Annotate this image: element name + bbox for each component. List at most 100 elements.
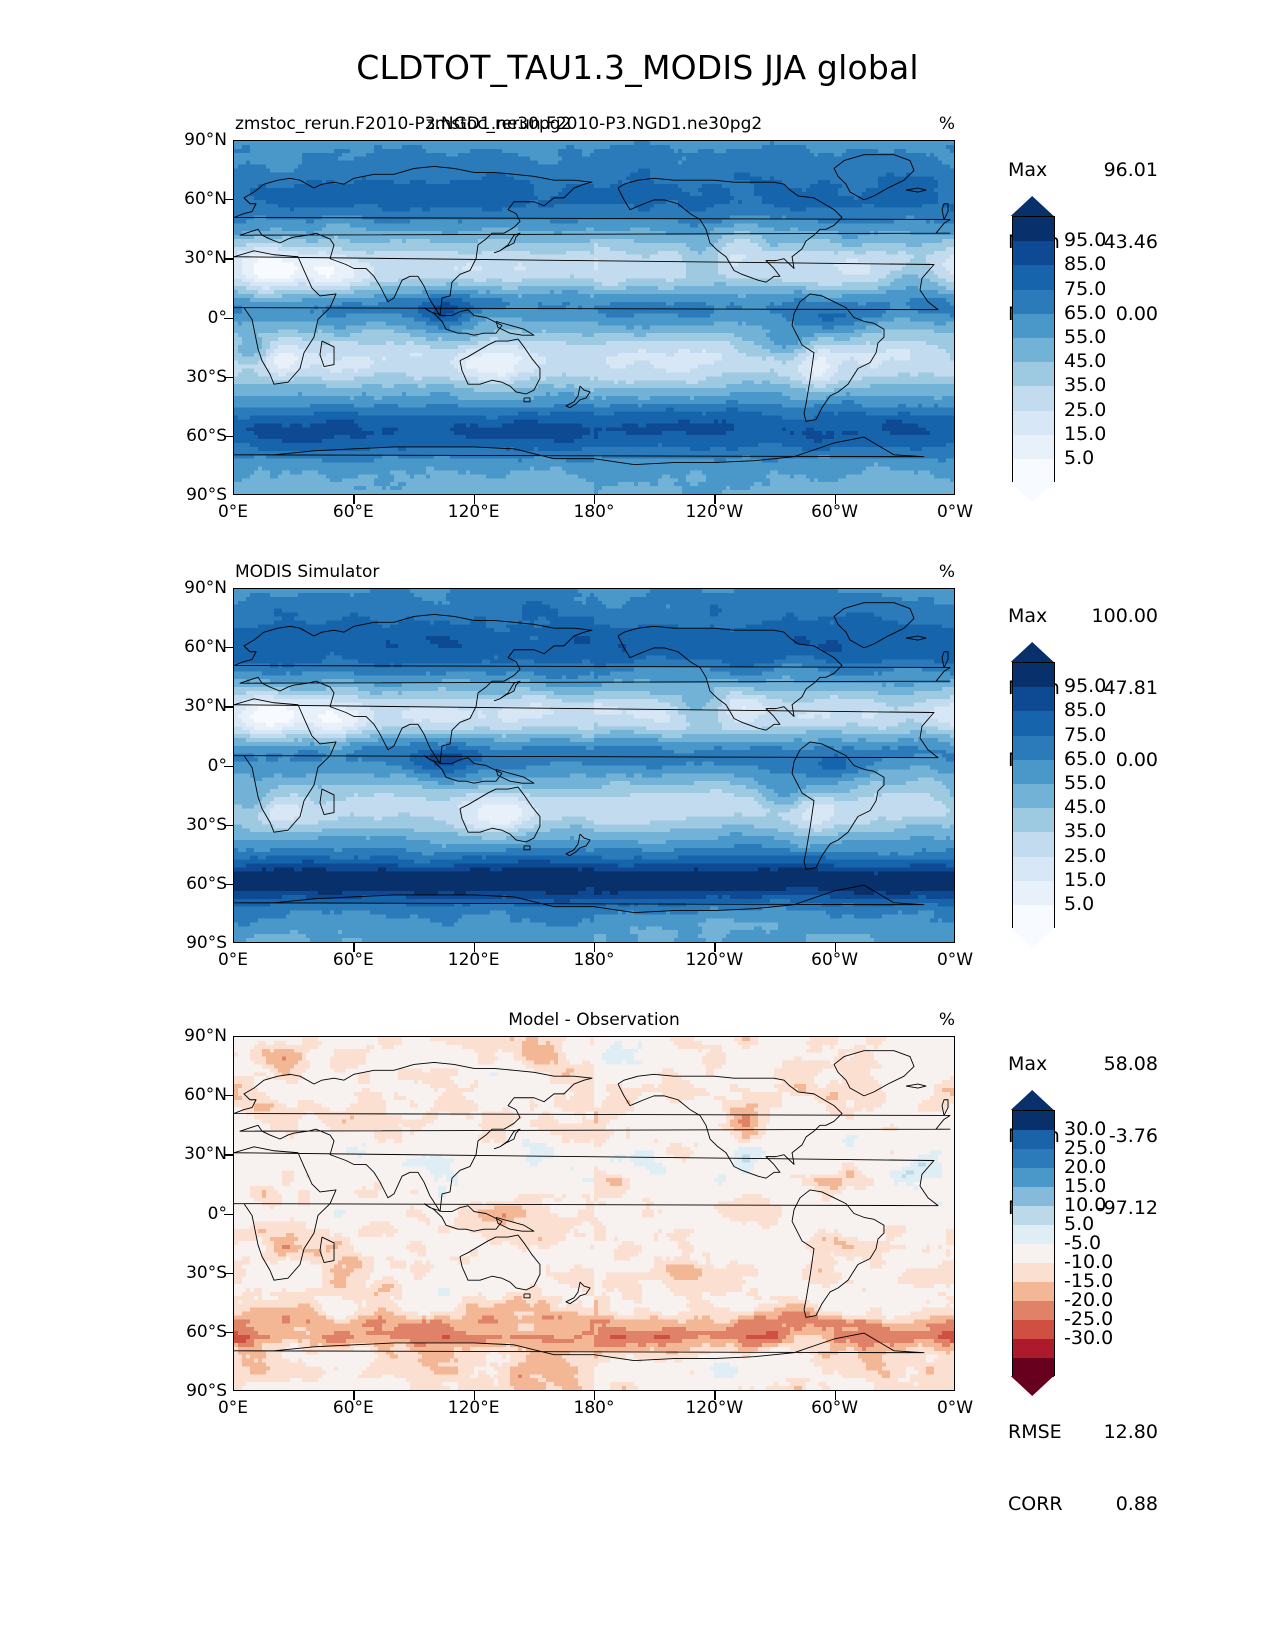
lon-tick <box>834 495 836 504</box>
map-frame-observation <box>233 588 955 943</box>
lon-label: 60°E <box>332 1398 374 1418</box>
colorbar-segment <box>1013 1339 1054 1358</box>
colorbar-tick-label: 45.0 <box>1064 796 1107 819</box>
stat-max-label-observation: Max <box>1008 605 1048 627</box>
lon-tick <box>473 1391 475 1400</box>
colorbar-segment <box>1013 289 1054 314</box>
colorbar-segment <box>1013 217 1054 242</box>
lat-tick <box>224 1272 233 1274</box>
colorbar-tick-label: 85.0 <box>1064 253 1107 276</box>
lon-label: 0°W <box>936 1398 974 1418</box>
colorbar-segment <box>1013 759 1054 784</box>
lon-label: 0°E <box>217 1398 249 1418</box>
map-canvas-difference <box>234 1037 954 1390</box>
colorbar-body <box>1012 216 1055 484</box>
colorbar-segment <box>1013 1320 1054 1339</box>
stat-min-value-difference: -97.12 <box>1096 1197 1158 1219</box>
colorbar-segment <box>1013 241 1054 266</box>
colorbar-tick-label: 95.0 <box>1064 675 1107 698</box>
colorbar-segment <box>1013 1149 1054 1168</box>
lon-label: 0°E <box>217 502 249 522</box>
colorbar-tick-label: 15.0 <box>1064 1175 1107 1197</box>
lat-label: 0° <box>207 1203 227 1224</box>
colorbar-tick-label: 35.0 <box>1064 374 1107 397</box>
colorbar-segment <box>1013 735 1054 760</box>
colorbar-segment <box>1013 1244 1054 1263</box>
lat-tick <box>224 1331 233 1334</box>
colorbar-tick-label: 10.0 <box>1064 1194 1107 1216</box>
lon-tick <box>353 1391 355 1400</box>
colorbar-segment <box>1013 687 1054 712</box>
lat-label: 60°S <box>186 425 227 446</box>
map-canvas-observation <box>234 589 954 942</box>
lon-label: 120°W <box>685 950 744 970</box>
colorbar-extend-bottom <box>1010 482 1054 503</box>
colorbar-tick-label: 65.0 <box>1064 747 1107 770</box>
lat-label: 90°N <box>184 1026 227 1046</box>
lat-tick <box>224 1213 233 1215</box>
colorbar-segment <box>1013 337 1054 363</box>
colorbar-segment <box>1013 832 1054 857</box>
lon-label: 120°E <box>447 950 500 970</box>
lat-tick <box>224 647 233 649</box>
lat-tick <box>224 1154 233 1156</box>
lon-tick <box>594 943 596 952</box>
lon-label: 120°W <box>685 502 744 522</box>
lat-tick <box>224 1095 233 1097</box>
colorbar-tick-label: 15.0 <box>1064 868 1107 891</box>
colorbar-segment <box>1013 386 1054 411</box>
lat-tick <box>224 199 233 201</box>
lon-label: 60°E <box>332 950 374 970</box>
lon-label: 0°W <box>936 950 974 970</box>
panel-unit-observation: % <box>938 562 955 582</box>
colorbar-difference: 30.0 25.0 20.0 15.0 10.0 5.0 -5.0 -10.0 -15.0 -20… <box>1009 1088 1113 1398</box>
lat-label: 30°N <box>184 696 227 717</box>
colorbar-tick-label: 95.0 <box>1064 229 1107 252</box>
colorbar-tick-label: 75.0 <box>1064 277 1107 300</box>
lon-label: 60°W <box>811 950 859 970</box>
colorbar-segment <box>1013 1358 1054 1377</box>
lon-tick <box>714 495 716 504</box>
lon-label: 0°W <box>936 502 974 522</box>
rmse-label: RMSE <box>1008 1421 1062 1443</box>
colorbar-tick-label: -30.0 <box>1064 1327 1114 1349</box>
lon-tick <box>473 943 475 952</box>
colorbar-segment <box>1013 1130 1054 1149</box>
stat-max-value-difference: 58.08 <box>1103 1053 1158 1075</box>
colorbar-segment <box>1013 1263 1054 1282</box>
colorbar-segment <box>1013 313 1054 338</box>
corr-value: 0.88 <box>1115 1493 1158 1515</box>
colorbar-segment <box>1013 663 1054 688</box>
lon-label: 60°W <box>811 502 859 522</box>
colorbar-tick-label: 5.0 <box>1064 447 1095 469</box>
lon-label: 120°E <box>447 1398 500 1418</box>
lat-tick <box>224 883 233 886</box>
lon-label: 180° <box>573 502 615 522</box>
lon-label: 60°E <box>332 502 374 522</box>
colorbar-tick-label: 45.0 <box>1064 350 1107 373</box>
colorbar-segment <box>1013 1187 1054 1206</box>
lat-tick <box>224 258 233 260</box>
colorbar-tick-label: -25.0 <box>1064 1308 1114 1330</box>
lat-label: 90°S <box>186 1381 227 1401</box>
stat-max-label-model: Max <box>1008 159 1048 181</box>
lat-label: 30°N <box>184 1144 227 1165</box>
colorbar-segment <box>1013 880 1054 905</box>
colorbar-tick-label: 75.0 <box>1064 723 1107 746</box>
map-frame-model <box>233 140 955 495</box>
panel-subtitle-model-a: zmstoc_rerun.F2010-P3.NGD1.ne30pg2 <box>235 114 572 134</box>
colorbar-segment <box>1013 1168 1054 1187</box>
lat-label: 90°N <box>184 130 227 150</box>
panel-subtitle-model-b: zmstoc_rerun.F2010-P3.NGD1.ne30pg2 <box>425 114 763 134</box>
lat-tick <box>224 824 233 826</box>
colorbar-extend-bottom <box>1010 928 1054 949</box>
colorbar-segment <box>1013 856 1054 881</box>
lat-label: 90°S <box>186 485 227 505</box>
lon-tick <box>714 943 716 952</box>
map-canvas-model <box>234 141 954 494</box>
colorbar-segment <box>1013 410 1054 435</box>
colorbar-segment <box>1013 265 1054 290</box>
colorbar-segment <box>1013 711 1054 736</box>
colorbar-tick-label: 5.0 <box>1064 1213 1095 1235</box>
lat-label: 60°S <box>186 1321 227 1342</box>
